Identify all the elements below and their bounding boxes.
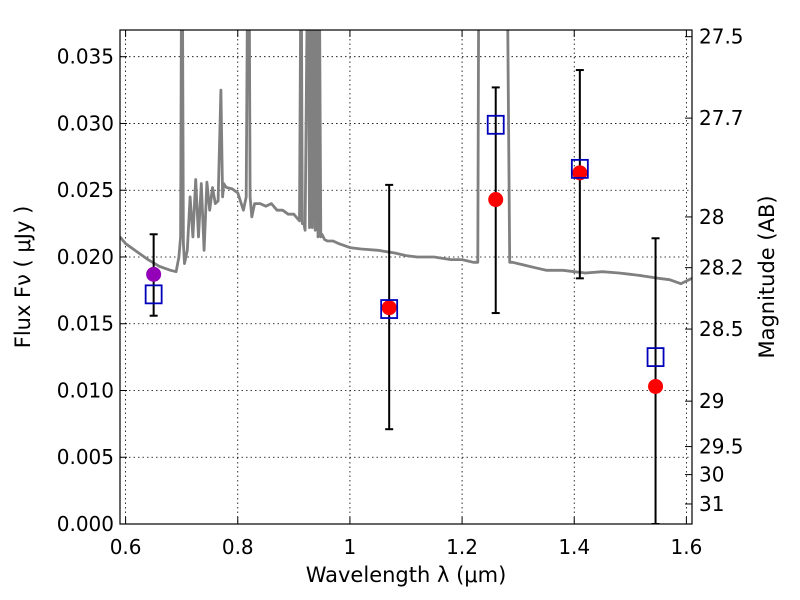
x-axis-label: Wavelength λ (μm) (306, 563, 507, 587)
model-flux-square (646, 347, 665, 368)
tick-label-layer: 0.6 0.8 1 1.2 1.4 1.6 0.000 0.005 0.010 0.015 0.02… (57, 25, 744, 559)
x-tick-label: 1.4 (558, 535, 590, 559)
y2-tick-label: 31 (699, 492, 724, 516)
y2-tick-label: 28 (699, 205, 724, 229)
spectrum-layer (120, 30, 692, 286)
y-tick-label: 0.030 (57, 111, 114, 135)
model-flux-square (570, 158, 589, 179)
y2-tick-label: 28.2 (699, 256, 744, 280)
y-axis-label: Flux Fν ( μJy ) (11, 206, 35, 349)
observed-flux-point (381, 300, 397, 316)
y-tick-label: 0.020 (57, 245, 114, 269)
marker-layer (144, 114, 665, 394)
grid-lines (120, 30, 692, 525)
observed-flux-point (572, 165, 588, 181)
y2-tick-label: 30 (699, 463, 724, 487)
y2-tick-label: 28.5 (699, 317, 744, 341)
y2-tick-label: 27.7 (699, 106, 744, 130)
y2-tick-label: 27.5 (699, 25, 744, 49)
observed-flux-point (648, 378, 664, 394)
y2-tick-label: 29 (699, 389, 724, 413)
x-tick-label: 0.6 (110, 535, 142, 559)
observed-flux-point (488, 192, 504, 208)
x-tick-label: 1 (344, 535, 357, 559)
y-tick-label: 0.025 (57, 178, 114, 202)
y2-tick-label: 29.5 (699, 435, 744, 459)
model-flux-square (144, 284, 163, 305)
tick-layer (120, 30, 692, 525)
y-tick-label: 0.035 (57, 45, 114, 69)
x-tick-label: 1.2 (446, 535, 478, 559)
errorbar-layer (149, 69, 660, 524)
model-spectrum-line (120, 30, 692, 286)
y2-axis-label: Magnitude (AB) (755, 195, 779, 358)
x-tick-label: 1.6 (670, 535, 702, 559)
y-tick-label: 0.015 (57, 312, 114, 336)
x-tick-label: 0.8 (222, 535, 254, 559)
y-tick-label: 0.000 (57, 512, 114, 536)
plot-frame (119, 29, 693, 525)
model-flux-square (380, 299, 399, 319)
y-tick-label: 0.005 (57, 445, 114, 469)
model-flux-square (486, 114, 505, 135)
y-tick-label: 0.010 (57, 378, 114, 402)
observed-flux-point (146, 266, 162, 282)
